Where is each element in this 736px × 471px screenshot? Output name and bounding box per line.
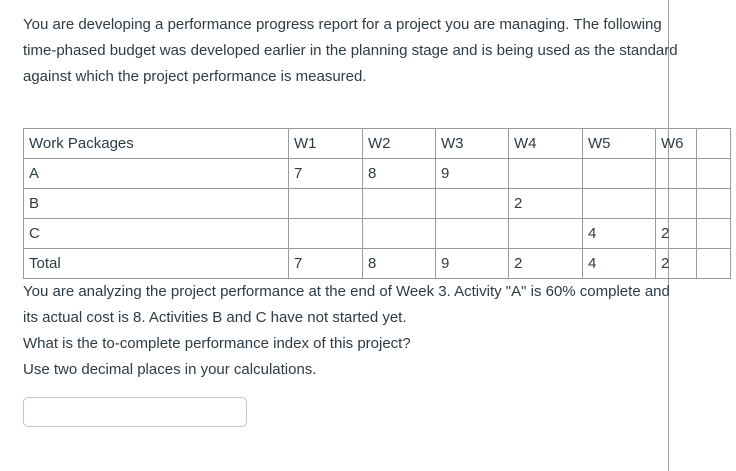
cell-value: 8 [362,158,436,189]
cell-value [435,218,509,249]
cell-value: 2 [508,248,583,279]
cell-value [696,218,731,249]
cell-value [582,158,656,189]
cell-value [696,248,731,279]
table-header-cell: W2 [362,128,436,159]
table-header-cell: W1 [288,128,363,159]
cell-value: 9 [435,248,509,279]
row-label: C [23,218,289,249]
cell-value [508,158,583,189]
cell-value: 2 [655,248,697,279]
cell-value: 2 [508,188,583,219]
table-header-cell: Work Packages [23,128,289,159]
row-label: B [23,188,289,219]
question-analysis: You are analyzing the project performanc… [23,283,670,326]
table-header-row: Work Packages W1 W2 W3 W4 W5 W6 [23,128,731,159]
budget-table: Work Packages W1 W2 W3 W4 W5 W6 A 7 8 9 B 2 C 4 2 Total 7… [23,128,731,279]
table-header-cell [696,128,731,159]
cell-value: 4 [582,248,656,279]
cell-value [696,158,731,189]
question-body: You are developing a performance progres… [23,16,731,427]
cell-value: 7 [288,158,363,189]
cell-value [362,188,436,219]
cell-value [582,188,656,219]
cell-value: 9 [435,158,509,189]
budget-table-body: Work Packages W1 W2 W3 W4 W5 W6 A 7 8 9 B 2 C 4 2 Total 7… [23,128,731,279]
cell-value [362,218,436,249]
cell-value [655,158,697,189]
question-intro: You are developing a performance progres… [23,16,678,85]
table-header-cell: W3 [435,128,509,159]
answer-input[interactable] [23,397,247,427]
cell-value [288,188,363,219]
cell-value: 7 [288,248,363,279]
cell-value [655,188,697,219]
calculation-note: Use two decimal places in your calculati… [23,361,317,378]
cell-value [435,188,509,219]
table-header-cell: W6 [655,128,697,159]
table-header-cell: W5 [582,128,656,159]
cell-value: 8 [362,248,436,279]
row-label: Total [23,248,289,279]
cell-value: 2 [655,218,697,249]
question-prompt: What is the to-complete performance inde… [23,335,411,352]
cell-value [288,218,363,249]
table-row: Total 7 8 9 2 4 2 [23,248,731,279]
cell-value [508,218,583,249]
row-label: A [23,158,289,189]
table-header-cell: W4 [508,128,583,159]
cell-value: 4 [582,218,656,249]
cell-value [696,188,731,219]
